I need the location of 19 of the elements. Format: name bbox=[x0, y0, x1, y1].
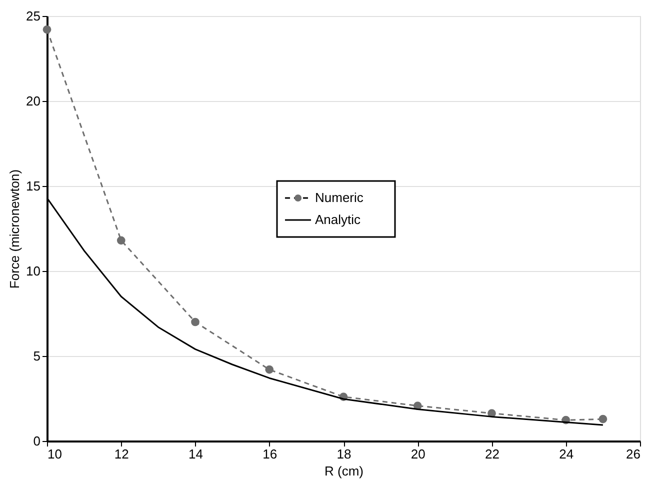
x-tick-label: 26 bbox=[626, 446, 640, 462]
x-tick-label: 18 bbox=[336, 446, 352, 462]
x-tick-label: 12 bbox=[114, 446, 129, 462]
x-tick-label: 14 bbox=[188, 446, 203, 462]
x-tick-label: 22 bbox=[485, 446, 500, 462]
x-tick-label: 16 bbox=[262, 446, 278, 462]
y-tick-label: 0 bbox=[33, 434, 40, 448]
y-tick-label: 20 bbox=[26, 94, 40, 108]
x-tick-label: 20 bbox=[410, 446, 426, 462]
x-tick-label: 24 bbox=[559, 446, 574, 462]
x-axis-title: R (cm) bbox=[324, 464, 364, 478]
y-tick-label: 25 bbox=[26, 8, 40, 24]
y-axis-title: Force (micronewton) bbox=[7, 169, 22, 289]
y-tick-label: 15 bbox=[26, 178, 40, 194]
y-tick-label: 10 bbox=[26, 264, 40, 278]
legend-label: Numeric bbox=[315, 190, 364, 205]
y-tick-label: 5 bbox=[33, 348, 40, 364]
legend-label: Analytic bbox=[315, 212, 362, 227]
x-tick-label: 10 bbox=[48, 446, 62, 462]
